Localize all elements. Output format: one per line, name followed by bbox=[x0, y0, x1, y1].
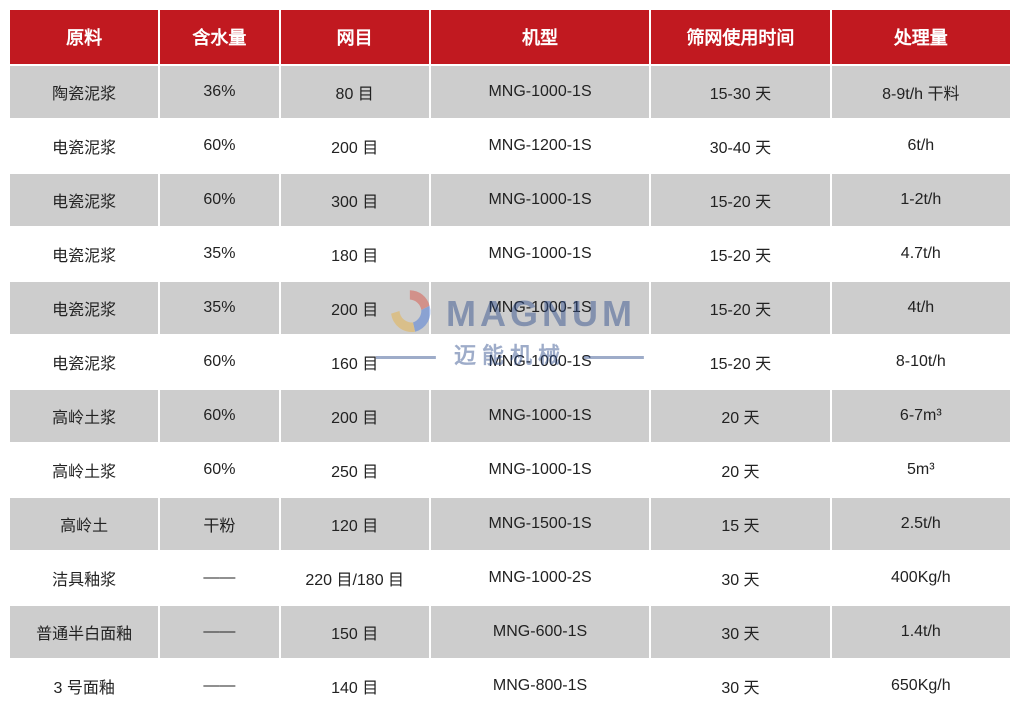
table-cell: 普通半白面釉 bbox=[9, 605, 159, 659]
table-cell: 140 目 bbox=[280, 659, 430, 713]
table-cell: MNG-1000-2S bbox=[430, 551, 650, 605]
header-water: 含水量 bbox=[159, 9, 279, 65]
header-capacity: 处理量 bbox=[831, 9, 1011, 65]
header-model: 机型 bbox=[430, 9, 650, 65]
table-cell: MNG-1500-1S bbox=[430, 497, 650, 551]
table-cell: 20 天 bbox=[650, 443, 830, 497]
table-cell: 2.5t/h bbox=[831, 497, 1011, 551]
table-row: 高岭土浆60%200 目MNG-1000-1S20 天6-7m³ bbox=[9, 389, 1011, 443]
table-cell: 15-20 天 bbox=[650, 335, 830, 389]
table-cell: 8-10t/h bbox=[831, 335, 1011, 389]
table-cell: 30 天 bbox=[650, 551, 830, 605]
table-cell: MNG-1000-1S bbox=[430, 281, 650, 335]
table-cell: 200 目 bbox=[280, 281, 430, 335]
table-cell: 1-2t/h bbox=[831, 173, 1011, 227]
table-row: 高岭土干粉120 目MNG-1500-1S15 天2.5t/h bbox=[9, 497, 1011, 551]
table-cell: —— bbox=[159, 605, 279, 659]
table-cell: 20 天 bbox=[650, 389, 830, 443]
table-cell: MNG-1000-1S bbox=[430, 389, 650, 443]
table-row: 电瓷泥浆35%180 目MNG-1000-1S15-20 天4.7t/h bbox=[9, 227, 1011, 281]
table-cell: MNG-600-1S bbox=[430, 605, 650, 659]
table-cell: 250 目 bbox=[280, 443, 430, 497]
table-row: 电瓷泥浆60%200 目MNG-1200-1S30-40 天6t/h bbox=[9, 119, 1011, 173]
table-cell: 30 天 bbox=[650, 659, 830, 713]
table-cell: 120 目 bbox=[280, 497, 430, 551]
header-time: 筛网使用时间 bbox=[650, 9, 830, 65]
table-row: 电瓷泥浆60%300 目MNG-1000-1S15-20 天1-2t/h bbox=[9, 173, 1011, 227]
table-row: 3 号面釉——140 目MNG-800-1S30 天650Kg/h bbox=[9, 659, 1011, 713]
table-cell: 电瓷泥浆 bbox=[9, 335, 159, 389]
table-cell: 1.4t/h bbox=[831, 605, 1011, 659]
table-body: 陶瓷泥浆36%80 目MNG-1000-1S15-30 天8-9t/h 干料电瓷… bbox=[9, 65, 1011, 713]
table-cell: MNG-1200-1S bbox=[430, 119, 650, 173]
table-row: 陶瓷泥浆36%80 目MNG-1000-1S15-30 天8-9t/h 干料 bbox=[9, 65, 1011, 119]
table-cell: 15 天 bbox=[650, 497, 830, 551]
table-cell: 220 目/180 目 bbox=[280, 551, 430, 605]
table-cell: 60% bbox=[159, 335, 279, 389]
table-cell: 400Kg/h bbox=[831, 551, 1011, 605]
table-cell: 15-20 天 bbox=[650, 173, 830, 227]
table-cell: 电瓷泥浆 bbox=[9, 281, 159, 335]
table-cell: 15-30 天 bbox=[650, 65, 830, 119]
table-cell: 200 目 bbox=[280, 389, 430, 443]
table-cell: MNG-1000-1S bbox=[430, 335, 650, 389]
table-cell: 4t/h bbox=[831, 281, 1011, 335]
table-cell: 干粉 bbox=[159, 497, 279, 551]
table-row: 普通半白面釉——150 目MNG-600-1S30 天1.4t/h bbox=[9, 605, 1011, 659]
table-cell: 35% bbox=[159, 281, 279, 335]
table-cell: 30 天 bbox=[650, 605, 830, 659]
table-cell: 高岭土浆 bbox=[9, 389, 159, 443]
header-material: 原料 bbox=[9, 9, 159, 65]
table-cell: 电瓷泥浆 bbox=[9, 119, 159, 173]
table-cell: 高岭土 bbox=[9, 497, 159, 551]
spec-table: 原料 含水量 网目 机型 筛网使用时间 处理量 陶瓷泥浆36%80 目MNG-1… bbox=[8, 8, 1012, 714]
header-mesh: 网目 bbox=[280, 9, 430, 65]
table-cell: 60% bbox=[159, 173, 279, 227]
table-cell: MNG-1000-1S bbox=[430, 173, 650, 227]
table-cell: 5m³ bbox=[831, 443, 1011, 497]
table-cell: MNG-1000-1S bbox=[430, 443, 650, 497]
table-cell: 8-9t/h 干料 bbox=[831, 65, 1011, 119]
table-cell: 35% bbox=[159, 227, 279, 281]
table-cell: 300 目 bbox=[280, 173, 430, 227]
table-cell: 15-20 天 bbox=[650, 227, 830, 281]
table-row: 洁具釉浆——220 目/180 目MNG-1000-2S30 天400Kg/h bbox=[9, 551, 1011, 605]
table-header-row: 原料 含水量 网目 机型 筛网使用时间 处理量 bbox=[9, 9, 1011, 65]
table-cell: 6t/h bbox=[831, 119, 1011, 173]
table-cell: 60% bbox=[159, 119, 279, 173]
table-cell: —— bbox=[159, 659, 279, 713]
table-row: 高岭土浆60%250 目MNG-1000-1S20 天5m³ bbox=[9, 443, 1011, 497]
table-cell: 60% bbox=[159, 389, 279, 443]
table-cell: 15-20 天 bbox=[650, 281, 830, 335]
table-cell: MNG-1000-1S bbox=[430, 65, 650, 119]
table-cell: 4.7t/h bbox=[831, 227, 1011, 281]
table-cell: 6-7m³ bbox=[831, 389, 1011, 443]
table-cell: 180 目 bbox=[280, 227, 430, 281]
table-cell: —— bbox=[159, 551, 279, 605]
table-row: 电瓷泥浆60%160 目MNG-1000-1S15-20 天8-10t/h bbox=[9, 335, 1011, 389]
table-cell: 200 目 bbox=[280, 119, 430, 173]
table-cell: 150 目 bbox=[280, 605, 430, 659]
table-row: 电瓷泥浆35%200 目MNG-1000-1S15-20 天4t/h bbox=[9, 281, 1011, 335]
table-cell: 60% bbox=[159, 443, 279, 497]
table-cell: 30-40 天 bbox=[650, 119, 830, 173]
table-cell: 陶瓷泥浆 bbox=[9, 65, 159, 119]
table-cell: 高岭土浆 bbox=[9, 443, 159, 497]
table-cell: 80 目 bbox=[280, 65, 430, 119]
table-cell: MNG-800-1S bbox=[430, 659, 650, 713]
table-cell: 160 目 bbox=[280, 335, 430, 389]
table-cell: 3 号面釉 bbox=[9, 659, 159, 713]
table-cell: 洁具釉浆 bbox=[9, 551, 159, 605]
table-cell: 36% bbox=[159, 65, 279, 119]
table-cell: 电瓷泥浆 bbox=[9, 173, 159, 227]
table-cell: MNG-1000-1S bbox=[430, 227, 650, 281]
table-cell: 650Kg/h bbox=[831, 659, 1011, 713]
table-cell: 电瓷泥浆 bbox=[9, 227, 159, 281]
